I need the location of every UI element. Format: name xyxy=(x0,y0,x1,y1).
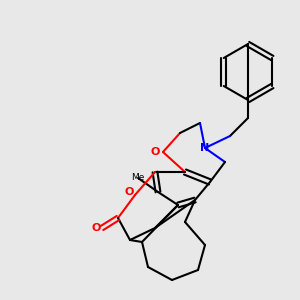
Text: O: O xyxy=(124,187,134,197)
Text: N: N xyxy=(200,143,210,153)
Text: O: O xyxy=(91,223,101,233)
Text: O: O xyxy=(151,147,160,157)
Text: Me: Me xyxy=(131,173,145,182)
